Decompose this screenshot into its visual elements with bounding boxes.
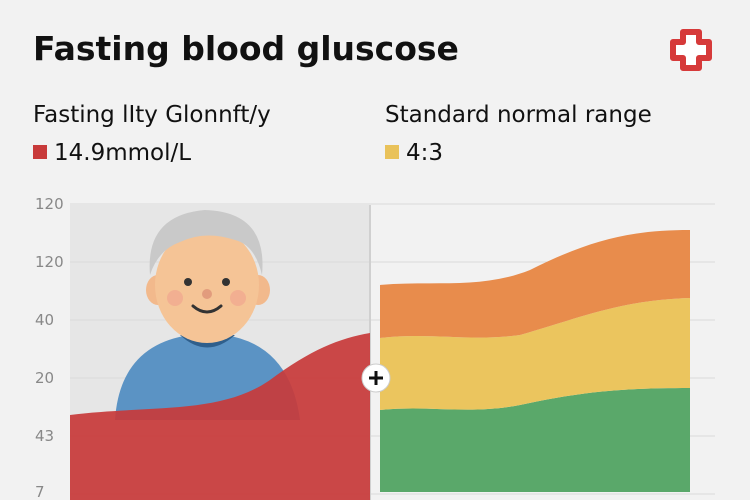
panel-heading: Fasting lIty Glonnft/y: [33, 102, 271, 128]
y-axis: 120 120 40 20 43 7: [35, 195, 64, 500]
legend-label: 4:3: [406, 140, 443, 166]
legend-label: 14.9mmol/L: [54, 140, 191, 166]
red-area: [70, 333, 370, 500]
y-tick-label: 20: [35, 369, 54, 387]
panel-heading: Standard normal range: [385, 102, 652, 128]
y-tick-label: 7: [35, 483, 45, 500]
orange-area: [380, 230, 690, 338]
green-area: [380, 388, 690, 492]
y-tick-label: 40: [35, 311, 54, 329]
legend-swatch: [33, 145, 47, 159]
plus-button: [361, 363, 391, 393]
legend-swatch: [385, 145, 399, 159]
title: Fasting blood gluscose: [33, 29, 459, 68]
y-tick-label: 43: [35, 427, 54, 445]
yellow-area: [380, 298, 690, 410]
medical-cross-icon: [670, 29, 712, 71]
y-tick-label: 120: [35, 195, 64, 213]
y-tick-label: 120: [35, 253, 64, 271]
